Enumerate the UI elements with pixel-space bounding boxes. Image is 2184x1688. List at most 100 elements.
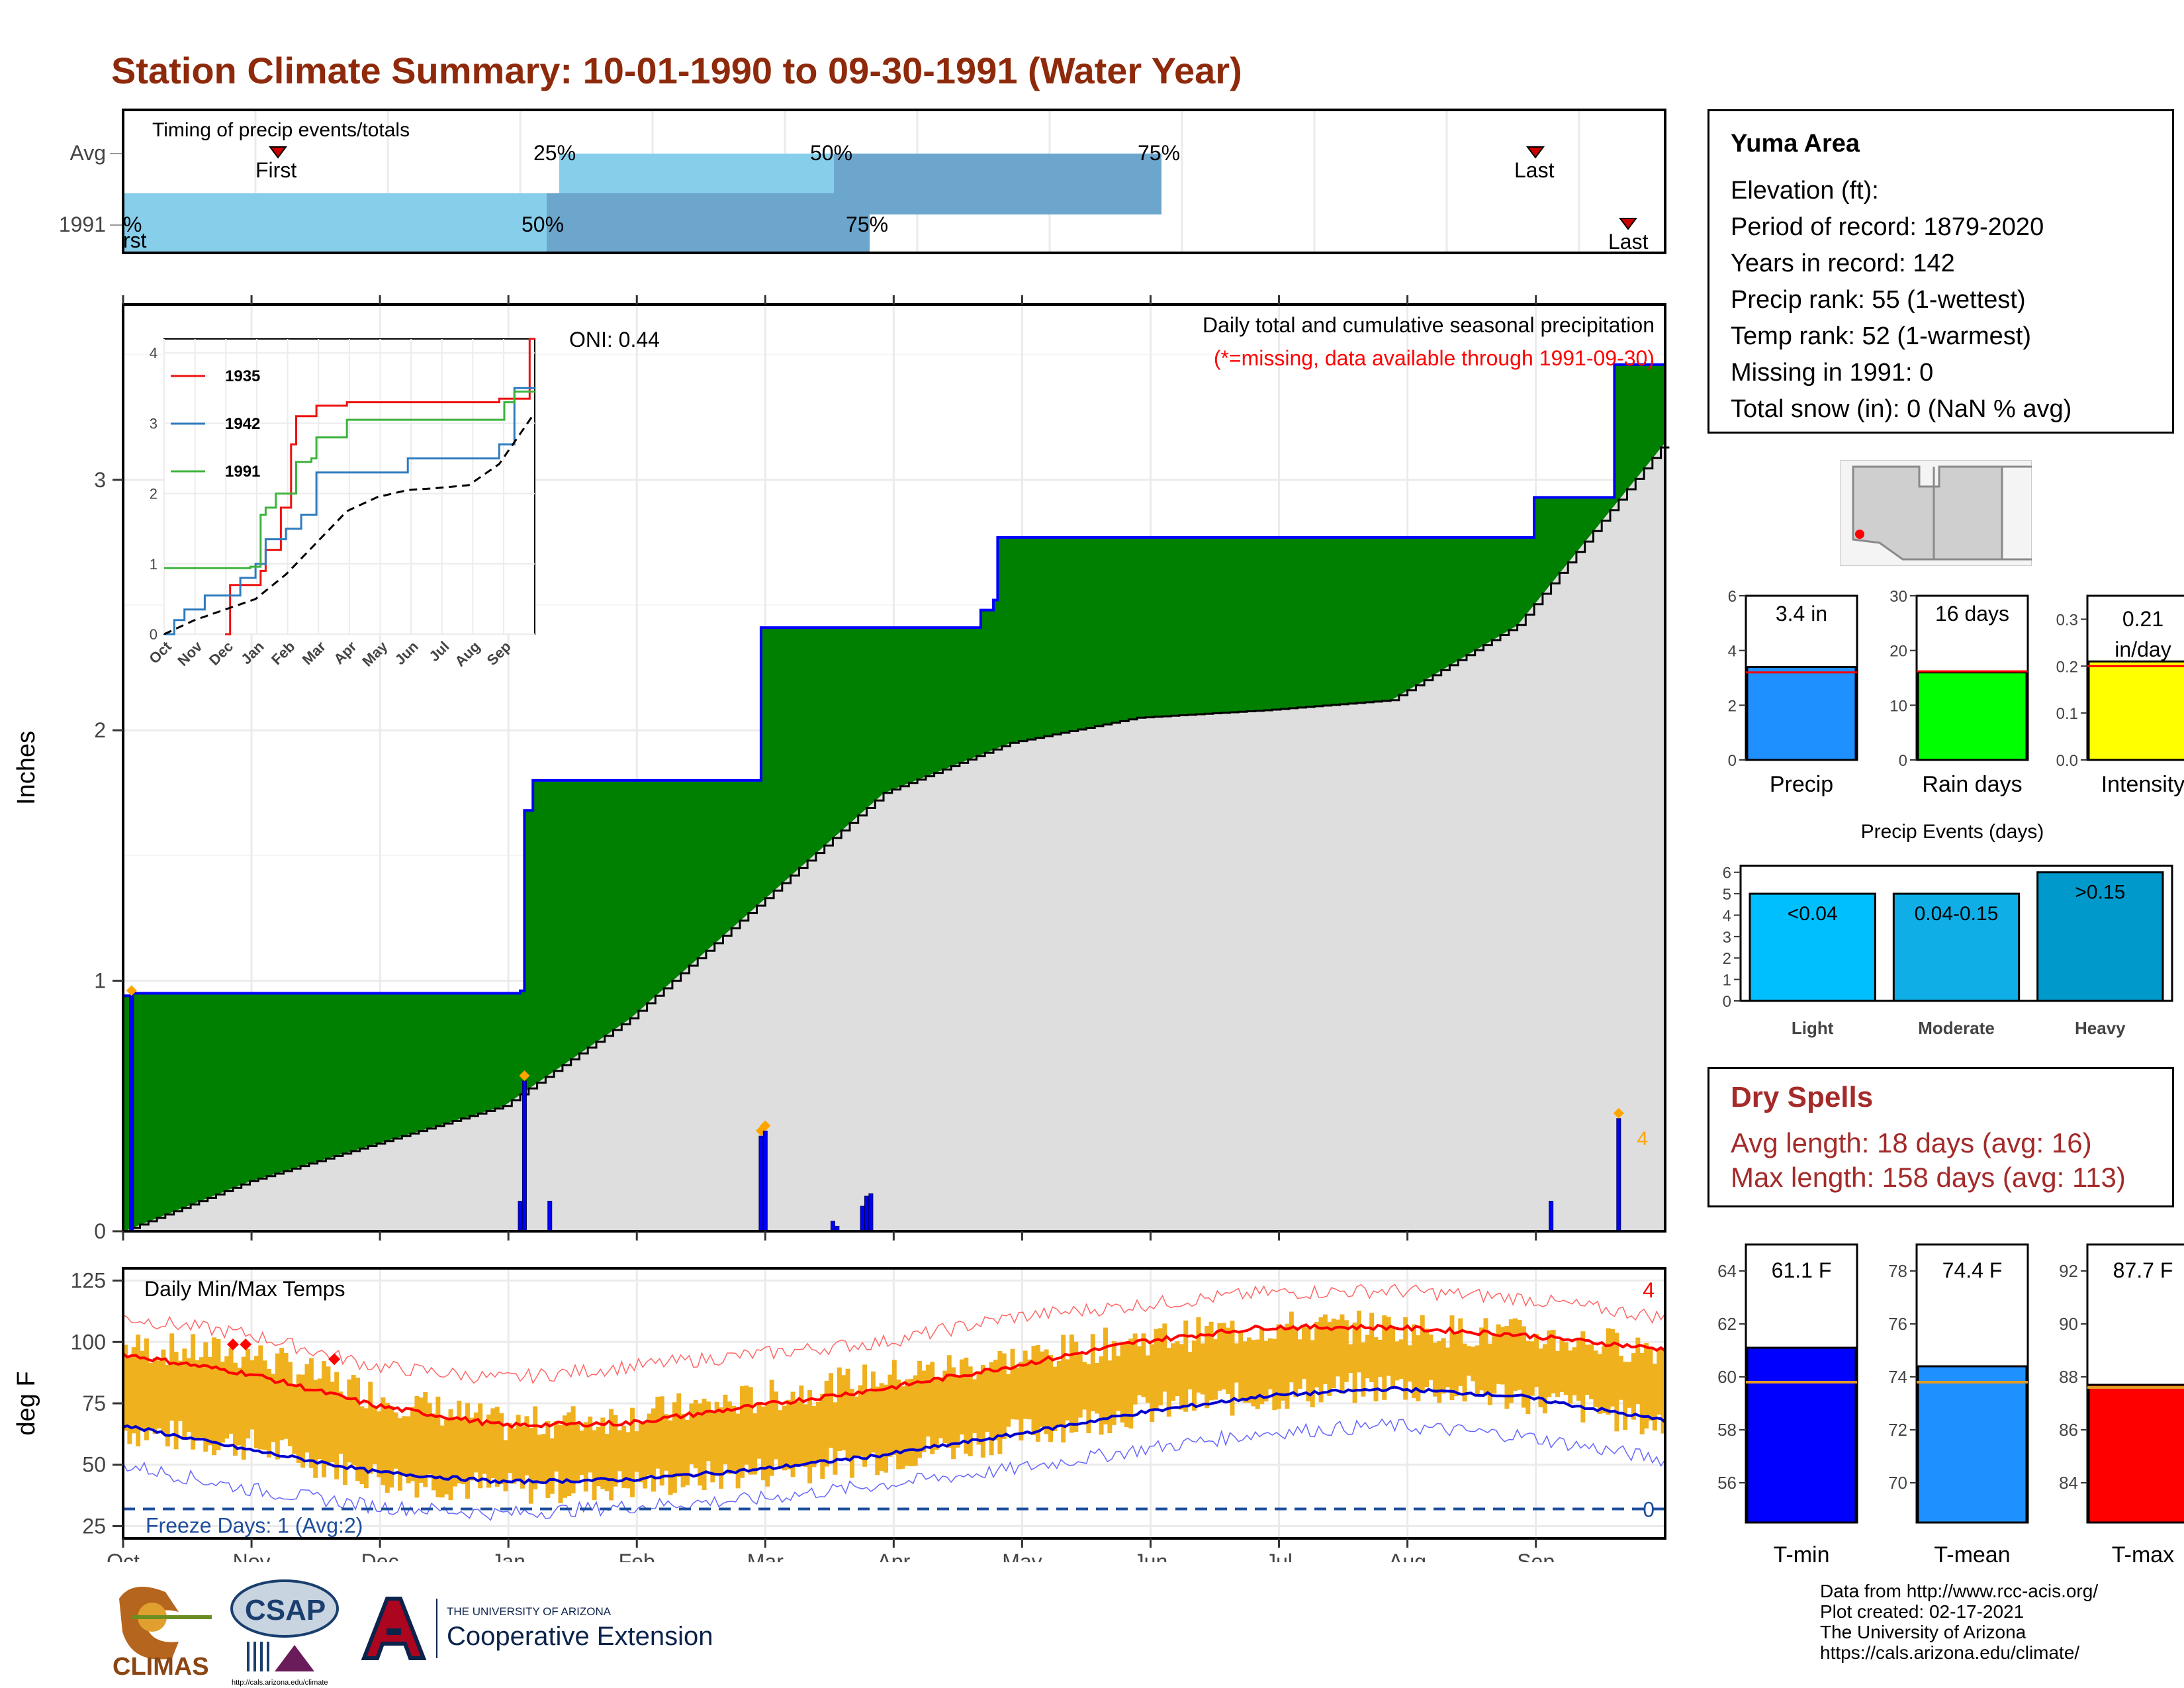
daily-temp-range-bar	[1572, 1347, 1577, 1395]
daily-temp-range-bar	[702, 1398, 707, 1491]
cumulative-anomaly-fill	[1200, 537, 1205, 715]
cumulative-anomaly-fill	[1005, 537, 1011, 745]
cumulative-anomaly-fill	[578, 780, 584, 1055]
cumulative-anomaly-fill	[1521, 537, 1526, 621]
daily-temp-range-bar	[955, 1376, 960, 1448]
cumulative-anomaly-fill	[308, 993, 314, 1164]
cumulative-anomaly-fill	[549, 780, 555, 1075]
cumulative-anomaly-fill	[1225, 537, 1230, 713]
cumulative-anomaly-fill	[798, 627, 804, 869]
daily-temp-range-bar	[1453, 1334, 1459, 1396]
cumulative-anomaly-fill	[1136, 537, 1142, 718]
cumulative-anomaly-fill	[1048, 537, 1053, 736]
events-tick-label: 0	[1723, 993, 1731, 1011]
daily-temp-range-bar	[870, 1371, 876, 1453]
daily-temp-range-bar	[794, 1401, 799, 1466]
daily-temp-range-bar	[1357, 1310, 1361, 1373]
timing-panel: Timing of precip events/totals 25% 50% 75% F…	[59, 109, 1666, 254]
cumulative-anomaly-fill	[782, 627, 787, 884]
daily-temp-range-bar	[1116, 1356, 1121, 1411]
daily-temp-range-bar	[1648, 1348, 1653, 1421]
daily-temp-range-bar	[925, 1364, 931, 1437]
daily-temp-range-bar	[1487, 1343, 1492, 1405]
daily-temp-range-bar	[634, 1431, 639, 1472]
cumulative-anomaly-fill	[980, 610, 985, 755]
daily-temp-range-bar	[482, 1423, 487, 1474]
daily-temp-range-bar	[613, 1415, 618, 1487]
temp-stat-value: 74.4 F	[1942, 1258, 2003, 1282]
stat-tick-label: 0	[1899, 752, 1907, 770]
cumulative-anomaly-fill	[921, 627, 927, 778]
daily-temp-range-bar	[567, 1412, 572, 1496]
observed-cumulative-line	[122, 363, 1665, 1231]
daily-max-marker	[760, 1120, 771, 1131]
cumulative-anomaly-fill	[697, 780, 702, 959]
daily-temp-range-bar	[1428, 1335, 1433, 1380]
daily-temp-range-bar	[1027, 1359, 1032, 1420]
cumulative-anomaly-fill	[156, 993, 161, 1219]
daily-temp-range-bar	[1348, 1344, 1353, 1374]
cumulative-anomaly-fill	[1187, 537, 1193, 716]
temp-stat-tick-label: 76	[1888, 1314, 1907, 1334]
daily-temp-range-bar	[246, 1348, 251, 1438]
cumulative-anomaly-fill	[819, 627, 825, 851]
daily-temp-range-bar	[1471, 1346, 1476, 1382]
cumulative-anomaly-fill	[807, 627, 812, 862]
cumulative-anomaly-fill	[342, 993, 347, 1154]
cumulative-anomaly-fill	[511, 993, 517, 1101]
daily-temp-range-bar	[1099, 1356, 1104, 1435]
daily-temp-range-bar	[774, 1391, 779, 1460]
stat-value-label: 3.4 in	[1776, 602, 1827, 626]
cumulative-anomaly-fill	[148, 993, 154, 1222]
cumulative-anomaly-fill	[1149, 537, 1155, 718]
temp-x-tick-label: May	[1002, 1550, 1042, 1562]
cumulative-anomaly-fill	[461, 993, 466, 1119]
daily-temp-range-bar	[1048, 1355, 1053, 1442]
cumulative-anomaly-fill	[562, 780, 567, 1066]
cumulative-anomaly-fill	[1158, 537, 1163, 717]
temp-stat-label: T-mean	[1934, 1542, 2010, 1568]
cumulative-anomaly-fill	[473, 993, 478, 1115]
cumulative-anomaly-fill	[778, 627, 783, 888]
daily-temp-range-bar	[811, 1405, 817, 1468]
cumulative-anomaly-fill	[587, 780, 593, 1049]
daily-temp-range-bar	[1639, 1353, 1645, 1434]
daily-temp-range-bar	[1420, 1315, 1425, 1391]
cumulative-anomaly-fill	[841, 627, 846, 831]
precip-main-panel: 4 0 1 2 3 Inches ONI: 0.44 Daily total and cumu…	[13, 295, 1670, 1243]
cumulative-anomaly-fill	[739, 780, 745, 921]
cumulative-anomaly-fill	[152, 993, 158, 1221]
cumulative-anomaly-fill	[498, 993, 504, 1108]
precip-events-chart: Precip Events (days) <0.04 Light 0.04-0.15 M…	[1723, 821, 2173, 1038]
cumulative-anomaly-fill	[1580, 496, 1586, 548]
inset-y-tick-label: 0	[150, 626, 158, 643]
daily-temp-range-bar	[461, 1418, 466, 1485]
cumulative-anomaly-fill	[232, 993, 238, 1189]
daily-max-marker	[126, 985, 137, 996]
daily-temp-range-bar	[1534, 1334, 1539, 1387]
daily-temp-range-bar	[815, 1401, 821, 1462]
daily-temp-range-bar	[617, 1430, 622, 1472]
daily-precip-bar	[522, 1080, 527, 1232]
daily-temp-range-bar	[1394, 1341, 1400, 1381]
temp-stat-bar-t-min	[1746, 1346, 1857, 1524]
stat-tick-label: 10	[1889, 697, 1907, 715]
avg-first-marker	[269, 146, 287, 159]
cumulative-anomaly-fill	[388, 993, 394, 1141]
cumulative-anomaly-fill	[287, 993, 293, 1170]
cumulative-anomaly-fill	[1475, 537, 1480, 651]
cumulative-anomaly-fill	[1369, 537, 1374, 702]
daily-temp-range-bar	[173, 1352, 179, 1450]
daily-temp-range-bar	[338, 1391, 343, 1454]
daily-temp-range-bar	[140, 1350, 145, 1430]
daily-temp-range-bar	[241, 1356, 246, 1460]
daily-temp-range-bar	[917, 1360, 923, 1458]
cumulative-anomaly-fill	[638, 780, 643, 1012]
daily-temp-range-bar	[647, 1413, 652, 1475]
cumulative-anomaly-fill	[1542, 496, 1547, 595]
daily-temp-range-bar	[136, 1335, 141, 1446]
daily-temp-range-bar	[300, 1374, 306, 1468]
cumulative-anomaly-fill	[1445, 537, 1450, 669]
daily-temp-range-bar	[710, 1410, 715, 1483]
daily-temp-range-bar	[385, 1403, 390, 1493]
